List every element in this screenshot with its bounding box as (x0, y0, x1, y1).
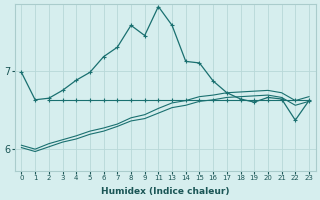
X-axis label: Humidex (Indice chaleur): Humidex (Indice chaleur) (101, 187, 229, 196)
